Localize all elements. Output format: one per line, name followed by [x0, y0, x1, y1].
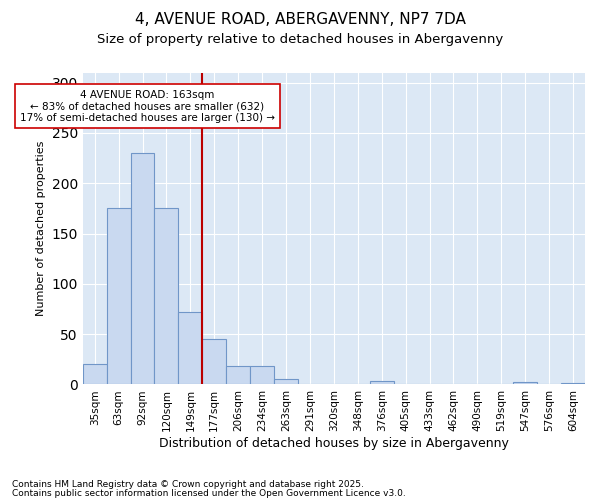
Bar	[154, 208, 178, 384]
Bar	[274, 380, 298, 384]
X-axis label: Distribution of detached houses by size in Abergavenny: Distribution of detached houses by size …	[159, 437, 509, 450]
Text: Size of property relative to detached houses in Abergavenny: Size of property relative to detached ho…	[97, 32, 503, 46]
Bar	[107, 208, 131, 384]
Bar	[513, 382, 537, 384]
Bar	[370, 382, 394, 384]
Text: Contains public sector information licensed under the Open Government Licence v3: Contains public sector information licen…	[12, 489, 406, 498]
Bar	[202, 339, 226, 384]
Text: 4, AVENUE ROAD, ABERGAVENNY, NP7 7DA: 4, AVENUE ROAD, ABERGAVENNY, NP7 7DA	[134, 12, 466, 28]
Text: 4 AVENUE ROAD: 163sqm
← 83% of detached houses are smaller (632)
17% of semi-det: 4 AVENUE ROAD: 163sqm ← 83% of detached …	[20, 90, 275, 123]
Bar	[83, 364, 107, 384]
Bar	[226, 366, 250, 384]
Y-axis label: Number of detached properties: Number of detached properties	[36, 141, 46, 316]
Text: Contains HM Land Registry data © Crown copyright and database right 2025.: Contains HM Land Registry data © Crown c…	[12, 480, 364, 489]
Bar	[250, 366, 274, 384]
Bar	[131, 153, 154, 384]
Bar	[178, 312, 202, 384]
